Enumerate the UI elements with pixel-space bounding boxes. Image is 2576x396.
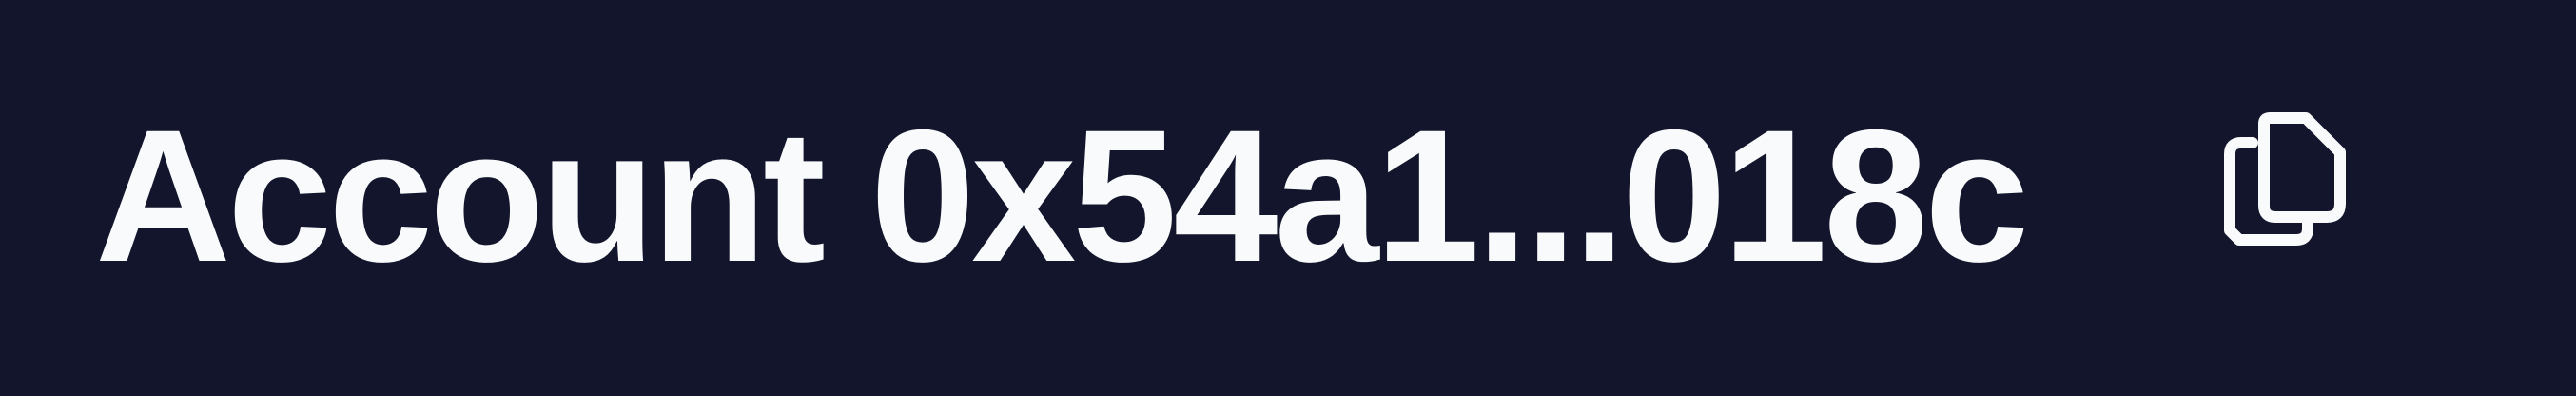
account-address: 0x54a1...018c [870, 90, 2029, 301]
account-title: Account 0x54a1...018c [95, 82, 2029, 310]
account-label: Account [95, 90, 826, 301]
copy-address-button[interactable] [2222, 112, 2348, 246]
copy-icon [2224, 112, 2346, 246]
